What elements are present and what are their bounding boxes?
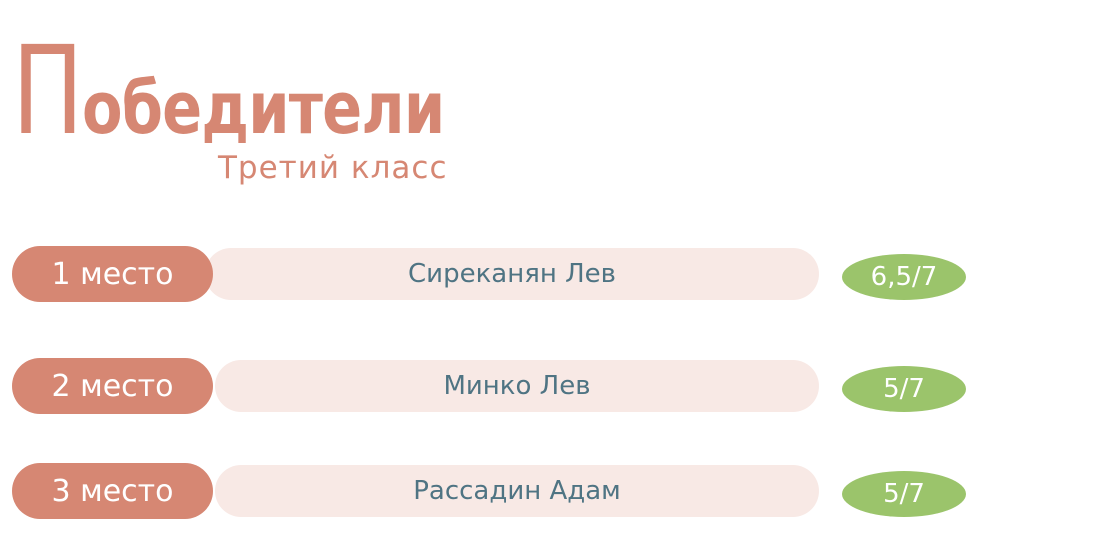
score-badge: 5/7 <box>842 471 966 517</box>
winner-name: Минко Лев <box>215 360 819 412</box>
score-badge: 6,5/7 <box>842 254 966 300</box>
winner-name: Рассадин Адам <box>215 465 819 517</box>
page-title: Победители <box>12 30 524 152</box>
winner-row: Минко Лев 2 место 5/7 <box>0 358 1118 418</box>
title-rest: обедители <box>81 66 445 150</box>
title-first-letter: П <box>12 20 84 162</box>
winner-name: Сиреканян Лев <box>205 248 819 300</box>
place-badge: 2 место <box>12 358 213 414</box>
winner-row: Сиреканян Лев 1 место 6,5/7 <box>0 246 1118 306</box>
place-badge: 3 место <box>12 463 213 519</box>
score-badge: 5/7 <box>842 366 966 412</box>
place-badge: 1 место <box>12 246 213 302</box>
winner-row: Рассадин Адам 3 место 5/7 <box>0 463 1118 523</box>
subtitle: Третий класс <box>218 150 448 186</box>
